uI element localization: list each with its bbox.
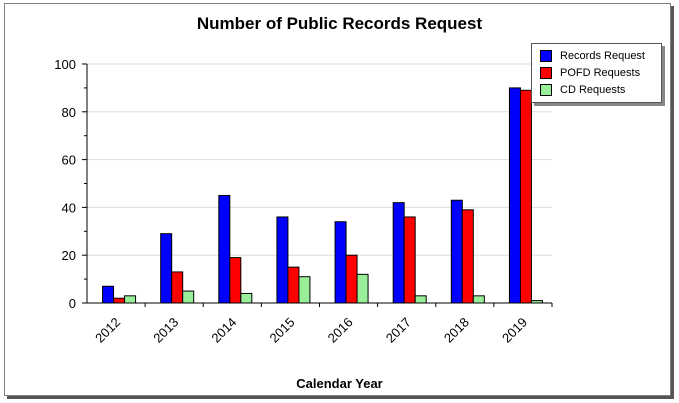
bar-records-request-2012 xyxy=(102,285,115,304)
x-tick-label: 2012 xyxy=(92,315,123,346)
bar-pofd-requests-2016 xyxy=(345,254,358,304)
bar-records-request-2014 xyxy=(218,194,231,304)
bar-records-request-2013 xyxy=(160,233,173,304)
y-tick-label: 80 xyxy=(62,105,76,120)
x-tick-label: 2014 xyxy=(208,315,239,346)
legend-label-pofd-requests: POFD Requests xyxy=(560,67,641,79)
bar-cd-requests-2016 xyxy=(356,273,369,304)
bar-pofd-requests-2017 xyxy=(403,216,416,304)
bar-cd-requests-2015 xyxy=(298,276,311,304)
bar-records-request-2016 xyxy=(334,221,347,304)
bar-records-request-2019 xyxy=(508,87,521,304)
bar-cd-requests-2018 xyxy=(472,295,485,304)
x-tick-label: 2018 xyxy=(441,315,472,346)
legend-swatch-cd-requests xyxy=(540,84,552,96)
bar-records-request-2017 xyxy=(392,202,405,304)
bar-cd-requests-2017 xyxy=(414,295,427,304)
bar-records-request-2018 xyxy=(450,199,463,304)
bar-records-request-2015 xyxy=(276,216,289,304)
legend-label-cd-requests: CD Requests xyxy=(560,84,626,96)
legend-swatch-pofd-requests xyxy=(540,67,552,79)
chart-legend: Records Request POFD Requests CD Request… xyxy=(531,43,662,103)
legend-item-cd-requests: CD Requests xyxy=(540,83,625,97)
bar-cd-requests-2013 xyxy=(182,290,195,304)
y-tick-label: 100 xyxy=(54,57,76,72)
y-tick-label: 0 xyxy=(69,296,76,311)
x-axis-title: Calendar Year xyxy=(296,376,383,391)
bar-pofd-requests-2019 xyxy=(519,89,532,304)
y-tick-label: 40 xyxy=(62,200,76,215)
legend-swatch-records-request xyxy=(540,50,552,62)
x-tick-label: 2019 xyxy=(499,315,530,346)
x-tick-label: 2016 xyxy=(325,315,356,346)
legend-item-pofd-requests: POFD Requests xyxy=(540,66,640,80)
chart-title: Number of Public Records Request xyxy=(196,14,483,33)
legend-item-records-request: Records Request xyxy=(540,49,645,63)
bar-pofd-requests-2015 xyxy=(287,266,300,304)
bar-pofd-requests-2014 xyxy=(229,257,242,304)
legend-label-records-request: Records Request xyxy=(560,50,645,62)
y-tick-label: 20 xyxy=(62,248,76,263)
bar-pofd-requests-2012 xyxy=(113,297,126,304)
bar-cd-requests-2012 xyxy=(124,295,137,304)
bar-cd-requests-2014 xyxy=(240,292,253,304)
bar-pofd-requests-2013 xyxy=(171,271,184,304)
x-tick-label: 2017 xyxy=(383,315,414,346)
x-tick-label: 2013 xyxy=(150,315,181,346)
x-tick-label: 2015 xyxy=(267,315,298,346)
y-tick-label: 60 xyxy=(62,153,76,168)
bar-pofd-requests-2018 xyxy=(461,209,474,304)
